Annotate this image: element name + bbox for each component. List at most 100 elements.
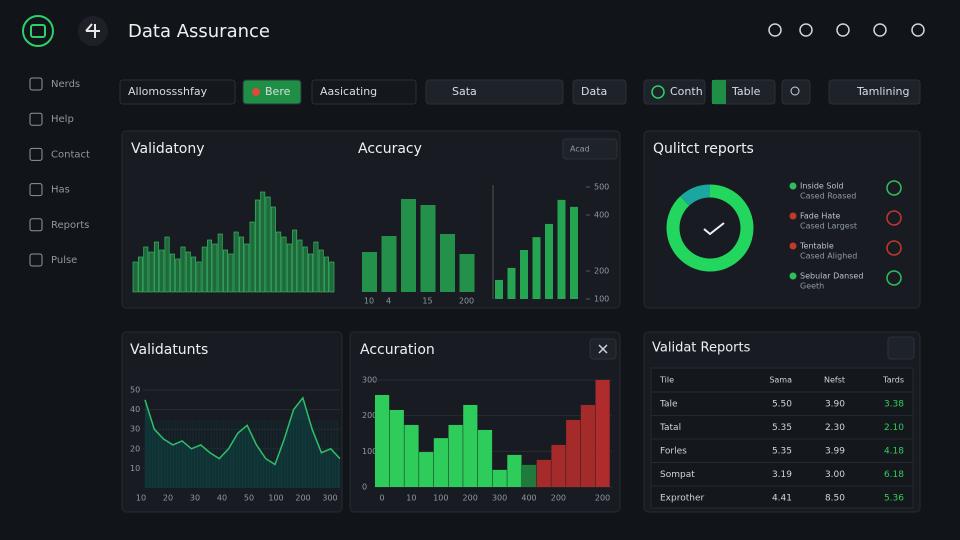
bar [270, 206, 276, 293]
sidebar-icon[interactable] [29, 218, 43, 232]
control[interactable] [828, 79, 921, 105]
sidebar-item[interactable]: Has [51, 185, 70, 196]
table-header: Nefst [824, 376, 845, 385]
x-tick-label: 200 [459, 297, 474, 306]
x-tick-label: 50 [244, 494, 254, 503]
y-tick-label: 30 [130, 425, 140, 434]
bar [308, 253, 314, 293]
status-icon[interactable] [886, 270, 902, 286]
toolbar-label[interactable]: Sata [452, 85, 477, 98]
panel-dropdown[interactable]: Acad [570, 145, 590, 154]
bar [404, 424, 419, 487]
bar [551, 444, 566, 487]
chart-title: Validatunts [130, 342, 208, 358]
sidebar-icon[interactable] [29, 112, 43, 126]
y-tick-label: 300 [362, 376, 377, 385]
sidebar-item[interactable]: Help [51, 114, 74, 125]
bar [281, 236, 287, 293]
bar [138, 256, 143, 293]
sidebar-item[interactable]: Contact [51, 149, 90, 160]
y-tick-label: 500 [594, 183, 609, 192]
bar [477, 429, 493, 487]
status-icon[interactable] [886, 180, 902, 196]
header-icon[interactable] [799, 23, 813, 37]
sidebar-icon[interactable] [29, 253, 43, 267]
toolbar-label[interactable]: Tamlining [856, 85, 909, 98]
control[interactable] [887, 336, 915, 360]
control[interactable] [572, 79, 627, 105]
bar [132, 261, 138, 293]
table-cell: 5.35 [772, 423, 792, 433]
control[interactable] [425, 79, 564, 105]
x-tick-label: 200 [295, 494, 310, 503]
table-cell: Forles [660, 447, 687, 457]
close-icon [598, 344, 608, 354]
table-cell: 2.30 [825, 423, 845, 433]
toolbar-label[interactable]: Table [731, 85, 761, 98]
sidebar-icon[interactable] [29, 77, 43, 91]
y-tick-label: 20 [130, 444, 140, 453]
sidebar-item[interactable]: Nerds [51, 79, 80, 90]
x-tick-label: 10 [136, 494, 146, 503]
header-icon[interactable] [836, 23, 850, 37]
toolbar-label[interactable]: Conth [670, 85, 703, 98]
status-icon[interactable] [886, 210, 902, 226]
bar [175, 258, 181, 293]
control[interactable] [119, 79, 236, 105]
header-icon[interactable] [768, 23, 782, 37]
bar [196, 261, 202, 293]
legend-dot [789, 272, 797, 280]
table-cell: Tale [659, 400, 678, 410]
toolbar-label[interactable]: Data [581, 85, 607, 98]
bar [249, 221, 255, 293]
add-icon [85, 23, 100, 38]
bar [389, 409, 404, 487]
sidebar-icon[interactable] [29, 147, 43, 161]
y-tick-label: 0 [362, 483, 367, 492]
bar [201, 246, 207, 293]
table-cell: Sompat [660, 470, 695, 480]
bar [440, 234, 455, 292]
x-tick-label: 0 [379, 494, 384, 503]
x-tick-label: 300 [322, 494, 337, 503]
header-icon[interactable] [873, 23, 887, 37]
legend-name: Inside Sold [800, 182, 844, 191]
legend-dot [789, 242, 797, 250]
y-tick-label: 200 [594, 267, 609, 276]
control[interactable] [562, 138, 618, 160]
bar [297, 239, 303, 293]
legend-sub: Cased Roased [800, 192, 856, 201]
donut-segment [680, 184, 711, 207]
table-cell: 5.36 [884, 494, 904, 504]
bar [228, 253, 234, 293]
toggle [712, 80, 726, 104]
area [145, 397, 340, 488]
table-title: Validat Reports [652, 341, 751, 356]
y-tick-label: 40 [130, 405, 140, 414]
x-tick-label: 200 [463, 494, 478, 503]
x-tick-label: 200 [551, 494, 566, 503]
status-icon[interactable] [886, 240, 902, 256]
control[interactable] [242, 79, 302, 105]
bar [448, 424, 463, 487]
bar [153, 241, 159, 293]
toolbar-label[interactable]: Aasicating [320, 85, 377, 98]
toolbar-label[interactable]: Allomossshfay [128, 85, 208, 98]
control[interactable] [311, 79, 417, 105]
bar [580, 404, 595, 487]
x-tick-label: 200 [595, 494, 610, 503]
y-tick-label: 100 [362, 447, 377, 456]
header-icon[interactable] [911, 23, 925, 37]
control[interactable] [781, 79, 811, 105]
bar [495, 279, 503, 299]
x-tick-label: 40 [217, 494, 227, 503]
y-tick-label: 200 [362, 411, 377, 420]
y-tick-label: 10 [130, 464, 140, 473]
toolbar-label[interactable]: Bere [265, 85, 291, 98]
sidebar-item[interactable]: Reports [51, 220, 89, 231]
sidebar-icon[interactable] [29, 183, 43, 197]
logo[interactable] [22, 15, 54, 47]
sidebar-item[interactable]: Pulse [51, 255, 77, 266]
legend-sub: Cased Alighed [800, 252, 857, 261]
table-header: Tards [882, 376, 904, 385]
